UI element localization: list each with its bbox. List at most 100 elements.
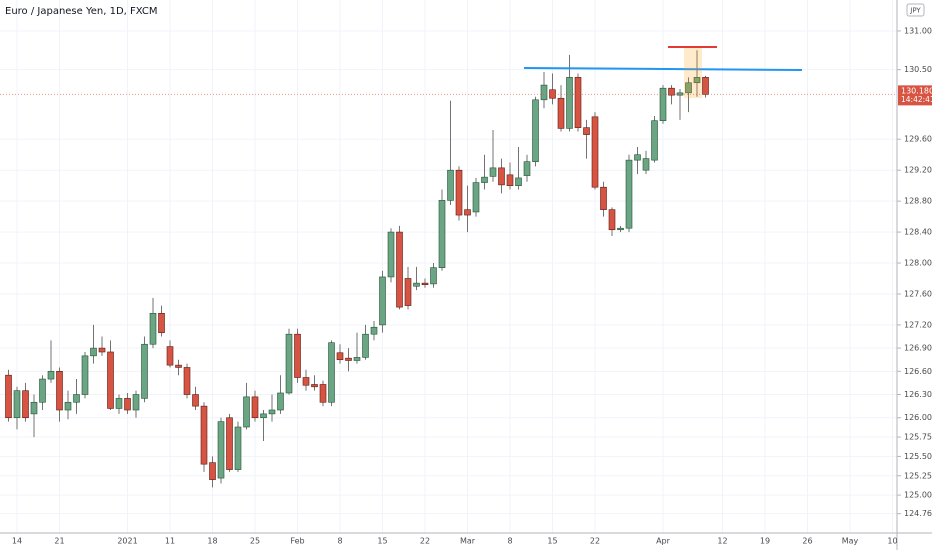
candle-body xyxy=(362,333,369,358)
currency: JPY xyxy=(909,7,921,15)
x-tick-label: 22 xyxy=(420,537,430,546)
candle-body xyxy=(22,390,29,419)
candle-body xyxy=(659,87,667,121)
candle-body xyxy=(115,398,123,409)
price-time: 14:42:41 xyxy=(901,95,932,104)
candle-body xyxy=(336,352,344,361)
highlight-box xyxy=(684,48,702,98)
candle-body xyxy=(217,421,225,479)
candle-body xyxy=(693,77,701,84)
x-tick-label: 12 xyxy=(717,537,727,546)
axes: 131.000 130.500 129.600 129.200 128.800 128.4… xyxy=(12,26,932,546)
y-tick-label: 130.500 xyxy=(904,65,932,74)
grid xyxy=(0,0,897,533)
candle-body xyxy=(413,282,420,287)
candle-body xyxy=(532,99,539,162)
candle-body xyxy=(676,92,684,96)
candle-body xyxy=(370,326,378,335)
candle-body xyxy=(107,351,114,409)
y-tick-label: 128.800 xyxy=(904,197,932,206)
x-tick-label: 8 xyxy=(507,537,512,546)
y-tick-label: 125.500 xyxy=(904,452,932,461)
candle-body xyxy=(583,127,590,135)
candle-body xyxy=(472,182,480,213)
y-tick-label: 125.750 xyxy=(904,433,932,442)
candle-body xyxy=(421,282,429,285)
resistance-line xyxy=(523,67,803,71)
x-tick-label: 10 xyxy=(887,537,897,546)
x-tick-label: Feb xyxy=(290,537,304,546)
x-tick-label: 15 xyxy=(377,537,387,546)
candle-body xyxy=(13,390,21,419)
candle-body xyxy=(243,396,250,428)
candle-body xyxy=(124,398,131,411)
price-label: 130.180 xyxy=(901,86,932,95)
y-tick-label: 125.000 xyxy=(904,491,932,500)
y-tick-label: 128.000 xyxy=(904,259,932,268)
candle-body xyxy=(183,367,191,395)
candle-body xyxy=(574,77,582,128)
candle-body xyxy=(447,169,454,201)
y-tick-label: 129.200 xyxy=(904,166,932,175)
x-tick-label: 8 xyxy=(337,537,342,546)
candle-body xyxy=(566,77,573,129)
y-tick-label: 126.000 xyxy=(904,413,932,422)
x-tick-label: 25 xyxy=(250,537,260,546)
candle-body xyxy=(455,169,463,216)
x-tick-label: 26 xyxy=(802,537,812,546)
candle-body xyxy=(302,377,310,386)
candle-body xyxy=(464,209,471,216)
candle-body xyxy=(685,82,692,94)
candle-body xyxy=(591,116,599,188)
candle-body xyxy=(175,364,182,368)
candle-body xyxy=(268,409,276,415)
currency-box[interactable] xyxy=(906,3,925,17)
candle-body xyxy=(702,77,709,95)
x-tick-label: 2021 xyxy=(117,537,137,546)
candle-body xyxy=(141,343,148,399)
x-tick-label: 15 xyxy=(547,537,557,546)
y-tick-label: 124.760 xyxy=(904,509,932,518)
y-tick-label: 125.250 xyxy=(904,471,932,480)
candle-body xyxy=(600,186,607,210)
candle-body xyxy=(506,174,514,186)
candle-body xyxy=(387,231,395,278)
y-tick-label: 129.600 xyxy=(904,135,932,144)
x-tick-label: 19 xyxy=(760,537,770,546)
candle-body xyxy=(438,200,446,268)
candle-body xyxy=(379,276,386,326)
y-tick-label: 126.600 xyxy=(904,367,932,376)
candle-body xyxy=(260,413,267,419)
candle-body xyxy=(319,384,327,403)
y-tick-label: 127.600 xyxy=(904,289,932,298)
candles xyxy=(0,50,897,488)
x-tick-label: 11 xyxy=(165,537,175,546)
y-tick-label: 126.900 xyxy=(904,344,932,353)
x-tick-label: 14 xyxy=(12,537,22,546)
candle-body xyxy=(353,357,361,361)
candle-body xyxy=(515,177,522,186)
candle-body xyxy=(56,371,63,411)
candle-body xyxy=(489,167,497,177)
x-tick-label: Mar xyxy=(460,537,476,546)
candle-body xyxy=(345,357,352,361)
candle-body xyxy=(608,209,616,231)
candle-body xyxy=(209,462,216,480)
y-tick-label: 127.200 xyxy=(904,320,932,329)
x-tick-label: Apr xyxy=(656,537,671,546)
candle-body xyxy=(557,97,565,129)
candle-body xyxy=(481,176,488,183)
candle-body xyxy=(634,154,641,161)
candle-body xyxy=(251,396,259,419)
candle-body xyxy=(651,120,658,161)
candle-body xyxy=(132,394,140,411)
candle-body xyxy=(328,342,335,403)
candle-body xyxy=(5,374,12,419)
candle-body xyxy=(39,378,46,403)
candle-body xyxy=(642,158,650,171)
candle-body xyxy=(285,333,293,394)
x-tick-label: 18 xyxy=(207,537,217,546)
candle-body xyxy=(30,401,38,415)
